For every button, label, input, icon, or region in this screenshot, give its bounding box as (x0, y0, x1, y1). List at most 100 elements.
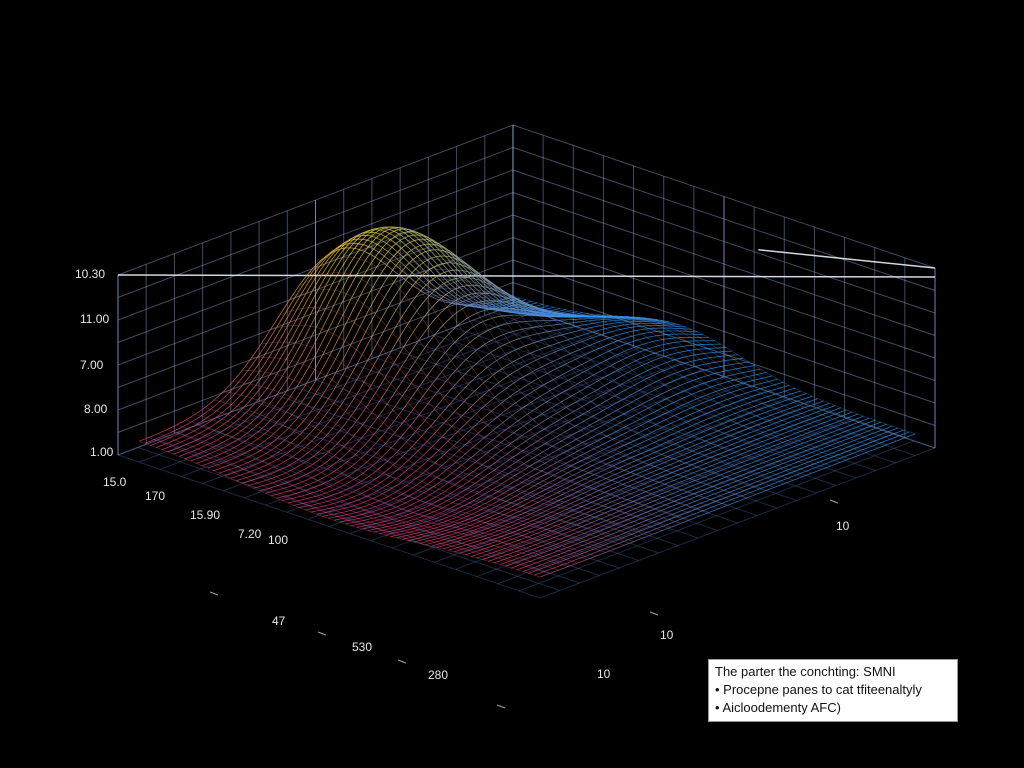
surface-line (345, 457, 353, 464)
surface-line (721, 386, 729, 390)
surface-line (615, 440, 622, 445)
surface-line (371, 403, 379, 413)
surface-line (543, 550, 550, 554)
surface-line (680, 495, 688, 500)
surface-line (349, 349, 357, 362)
surface-line (262, 457, 269, 462)
surface-line (693, 432, 701, 437)
surface-line (593, 321, 601, 324)
surface-line (332, 337, 340, 350)
surface-line (771, 378, 778, 382)
surface-line (683, 473, 690, 478)
tick (317, 631, 327, 636)
surface-line (732, 463, 739, 467)
surface-line (384, 383, 392, 394)
surface-line (670, 420, 678, 424)
surface-line (341, 507, 349, 510)
surface-line (574, 329, 581, 332)
surface-line (630, 464, 638, 468)
surface-line (826, 423, 834, 427)
surface-line (594, 522, 601, 526)
surface-line (430, 276, 438, 284)
surface-line (439, 336, 447, 345)
surface-line (271, 489, 278, 493)
surface-line (562, 535, 570, 539)
surface-line (748, 369, 755, 372)
surface-line (232, 373, 240, 382)
surface-line (621, 543, 628, 547)
surface-line (460, 422, 468, 430)
surface-line (438, 367, 446, 376)
surface-line (411, 266, 419, 273)
surface-line (879, 428, 887, 432)
surface-line (667, 387, 674, 392)
surface-line (430, 418, 438, 427)
surface-line (437, 542, 444, 545)
surface-line (596, 353, 604, 358)
surface-line (500, 558, 507, 562)
surface-line (293, 443, 300, 450)
surface-line (609, 491, 617, 495)
surface-line (867, 428, 875, 432)
surface-line (550, 536, 558, 540)
surface-line (529, 562, 536, 566)
surface-line (439, 530, 446, 533)
surface-line (422, 242, 430, 250)
surface-line (334, 278, 342, 291)
surface-line (778, 479, 785, 483)
surface-line (714, 401, 722, 405)
surface-line (546, 522, 554, 527)
surface-line (816, 409, 823, 413)
surface-line (668, 373, 675, 377)
surface-line (260, 387, 268, 397)
surface-line (754, 368, 761, 371)
surface-line (502, 499, 510, 504)
surface-line (245, 449, 252, 454)
surface-line (540, 566, 548, 570)
surface-line (582, 385, 590, 390)
surface-line (667, 509, 674, 513)
surface-line (265, 491, 272, 494)
surface-line (530, 448, 538, 453)
surface-line (838, 427, 845, 431)
surface-line (307, 383, 315, 394)
surface-line (644, 502, 651, 506)
surface-line (509, 537, 516, 541)
surface-line (193, 427, 201, 432)
surface-line (352, 270, 360, 283)
surface-line (598, 333, 605, 337)
surface-line (500, 554, 508, 558)
surface-line (535, 516, 543, 520)
surface-line (542, 447, 550, 453)
surface-line (761, 464, 769, 468)
surface-line (518, 302, 525, 307)
surface-line (449, 252, 457, 257)
surface-line (546, 388, 553, 394)
surface-line (402, 354, 410, 365)
surface-line (781, 399, 788, 403)
surface-line (395, 239, 402, 245)
surface-line (740, 493, 748, 497)
surface-line (266, 389, 274, 399)
surface-line (387, 444, 395, 452)
surface-line (752, 388, 759, 392)
surface-line (470, 278, 478, 286)
surface-line (319, 375, 327, 387)
surface-line (535, 458, 543, 463)
surface-line (819, 434, 826, 438)
surface-line (605, 530, 612, 534)
surface-line (603, 434, 611, 439)
surface-line (654, 463, 662, 467)
surface-line (426, 238, 433, 242)
surface-line (548, 351, 555, 355)
surface-line (292, 313, 300, 326)
surface-line (332, 481, 339, 486)
surface-line (665, 337, 672, 340)
surface-line (182, 423, 189, 428)
surface-line (192, 438, 200, 443)
surface-line (621, 539, 629, 543)
surface-line (659, 520, 667, 524)
surface-line (447, 289, 454, 294)
surface-line (623, 476, 630, 481)
surface-line (697, 450, 705, 454)
